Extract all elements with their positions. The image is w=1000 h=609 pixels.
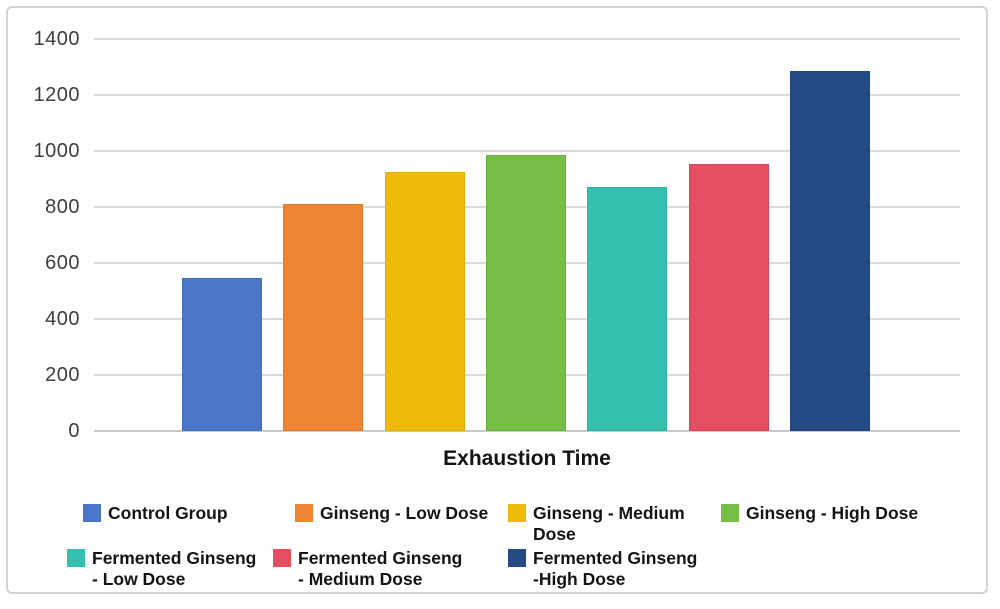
bar-ginseng-high-dose[interactable] xyxy=(485,155,566,431)
bar-fermented-ginseng-medium-dose[interactable] xyxy=(688,163,769,431)
bar-control-group[interactable] xyxy=(182,278,262,431)
gridline-0 xyxy=(94,430,960,432)
bar-fermented-ginseng-low-dose[interactable] xyxy=(587,187,668,431)
y-axis-tick-label: 400 xyxy=(45,308,80,330)
bar-fermented-ginseng-high-dose[interactable] xyxy=(789,71,870,431)
legend-swatch xyxy=(83,504,101,522)
legend-item-fermented-ginseng-high-dose[interactable]: Fermented Ginseng -High Dose xyxy=(508,548,697,590)
gridline-1400 xyxy=(94,38,960,40)
legend-item-fermented-ginseng-low-dose[interactable]: Fermented Ginseng - Low Dose xyxy=(67,548,256,590)
legend-item-ginseng-medium-dose[interactable]: Ginseng - Medium Dose xyxy=(508,503,685,545)
y-axis-tick-label: 600 xyxy=(45,252,80,274)
legend-swatch xyxy=(508,549,526,567)
legend-label: Ginseng - Low Dose xyxy=(320,503,489,523)
y-axis-tick-label: 200 xyxy=(45,364,80,386)
legend-item-ginseng-high-dose[interactable]: Ginseng - High Dose xyxy=(721,503,918,524)
bar-ginseng-low-dose[interactable] xyxy=(283,204,364,431)
legend-label: Ginseng - High Dose xyxy=(746,503,919,523)
legend-label: Fermented Ginseng - Medium Dose xyxy=(298,548,463,589)
legend-item-fermented-ginseng-medium-dose[interactable]: Fermented Ginseng - Medium Dose xyxy=(273,548,462,590)
legend-swatch xyxy=(67,549,85,567)
legend-swatch xyxy=(721,504,739,522)
gridline-1000 xyxy=(94,150,960,152)
bar-ginseng-medium-dose[interactable] xyxy=(384,172,465,431)
legend-label: Fermented Ginseng -High Dose xyxy=(533,548,698,589)
gridline-1200 xyxy=(94,94,960,96)
legend-item-ginseng-low-dose[interactable]: Ginseng - Low Dose xyxy=(295,503,488,524)
legend-swatch xyxy=(295,504,313,522)
plot-area xyxy=(94,38,960,432)
y-axis-tick-label: 1000 xyxy=(33,140,80,162)
y-axis-tick-label: 1400 xyxy=(33,28,80,50)
y-axis-tick-label: 0 xyxy=(68,420,80,442)
legend-item-control-group[interactable]: Control Group xyxy=(83,503,228,524)
y-axis-tick-label: 1200 xyxy=(33,84,80,106)
y-axis-tick-label: 800 xyxy=(45,196,80,218)
legend-label: Ginseng - Medium Dose xyxy=(533,503,685,544)
legend-swatch xyxy=(508,504,526,522)
x-axis-title: Exhaustion Time xyxy=(443,447,611,470)
legend-label: Fermented Ginseng - Low Dose xyxy=(92,548,257,589)
legend-swatch xyxy=(273,549,291,567)
legend-label: Control Group xyxy=(108,503,228,523)
